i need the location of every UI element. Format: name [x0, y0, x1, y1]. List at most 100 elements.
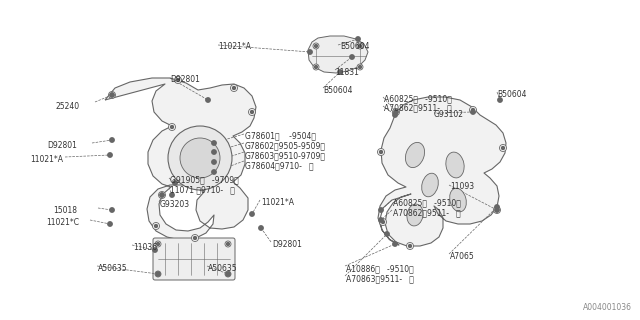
Circle shape — [177, 78, 179, 82]
Text: D92801: D92801 — [272, 240, 302, 249]
Circle shape — [212, 160, 216, 164]
Text: A60825〈   -9510〉: A60825〈 -9510〉 — [393, 198, 461, 207]
Circle shape — [338, 70, 342, 74]
Circle shape — [170, 193, 174, 197]
Circle shape — [380, 150, 383, 154]
Circle shape — [393, 113, 397, 117]
Text: 11036: 11036 — [133, 243, 157, 252]
Circle shape — [232, 86, 236, 90]
Text: B50604: B50604 — [497, 90, 527, 99]
Circle shape — [408, 244, 412, 247]
Circle shape — [379, 208, 383, 212]
Text: 11831: 11831 — [335, 68, 359, 77]
Circle shape — [225, 241, 231, 247]
Text: G78602〈9505-9509〉: G78602〈9505-9509〉 — [245, 141, 326, 150]
Circle shape — [393, 242, 397, 246]
Circle shape — [358, 44, 362, 47]
Circle shape — [111, 93, 113, 97]
Circle shape — [157, 273, 159, 276]
Circle shape — [350, 55, 354, 59]
Text: G91905〈   -9709〉: G91905〈 -9709〉 — [170, 175, 239, 184]
Circle shape — [156, 272, 160, 276]
Circle shape — [227, 273, 230, 276]
Text: A7065: A7065 — [450, 252, 475, 261]
Circle shape — [155, 271, 161, 277]
Circle shape — [110, 93, 114, 97]
Circle shape — [212, 141, 216, 145]
PathPatch shape — [378, 97, 506, 246]
Circle shape — [152, 222, 159, 229]
Circle shape — [226, 272, 230, 276]
Text: G78604〈9710-   〉: G78604〈9710- 〉 — [245, 161, 314, 170]
Circle shape — [248, 108, 255, 116]
Circle shape — [259, 226, 263, 230]
Text: B50604: B50604 — [323, 86, 353, 95]
Text: A004001036: A004001036 — [583, 303, 632, 312]
Circle shape — [193, 236, 196, 239]
Text: A70862〈9511-   〉: A70862〈9511- 〉 — [384, 103, 452, 112]
Circle shape — [230, 84, 237, 92]
Circle shape — [498, 98, 502, 102]
Circle shape — [175, 76, 182, 84]
Circle shape — [157, 243, 159, 245]
Circle shape — [394, 110, 398, 114]
Text: A50635: A50635 — [208, 264, 237, 273]
Circle shape — [180, 138, 220, 178]
Circle shape — [250, 212, 254, 216]
Circle shape — [502, 147, 504, 149]
Circle shape — [212, 150, 216, 154]
Circle shape — [108, 222, 112, 226]
Circle shape — [470, 107, 477, 114]
Circle shape — [493, 206, 500, 213]
Circle shape — [159, 191, 166, 198]
Circle shape — [357, 64, 363, 70]
Circle shape — [206, 98, 210, 102]
PathPatch shape — [105, 78, 256, 240]
Text: 11093: 11093 — [450, 182, 474, 191]
Circle shape — [357, 43, 363, 49]
Circle shape — [385, 232, 389, 236]
Circle shape — [358, 66, 362, 68]
Circle shape — [170, 125, 173, 129]
Text: 11021*A: 11021*A — [30, 155, 63, 164]
Text: B50604: B50604 — [340, 42, 369, 51]
Text: 11021*A: 11021*A — [261, 198, 294, 207]
Circle shape — [406, 243, 413, 250]
Text: 11021*C: 11021*C — [46, 218, 79, 227]
Circle shape — [154, 225, 157, 228]
Circle shape — [314, 44, 317, 47]
FancyBboxPatch shape — [153, 238, 235, 280]
Text: G93102: G93102 — [434, 110, 464, 119]
Circle shape — [191, 235, 198, 242]
Circle shape — [392, 108, 399, 116]
Circle shape — [499, 145, 506, 151]
Circle shape — [495, 209, 499, 212]
Circle shape — [313, 43, 319, 49]
Circle shape — [313, 64, 319, 70]
Circle shape — [380, 219, 387, 226]
Circle shape — [379, 218, 383, 222]
Text: A70862〈9511-   〉: A70862〈9511- 〉 — [393, 208, 461, 217]
Circle shape — [168, 126, 232, 190]
Text: A10886〈   -9510〉: A10886〈 -9510〉 — [346, 264, 413, 273]
Text: G78601〈    -9504〉: G78601〈 -9504〉 — [245, 131, 316, 140]
Ellipse shape — [450, 188, 467, 212]
Ellipse shape — [407, 204, 423, 226]
Ellipse shape — [406, 142, 424, 168]
Circle shape — [472, 108, 474, 111]
Text: D92801: D92801 — [47, 141, 77, 150]
Text: G93203: G93203 — [160, 200, 190, 209]
Text: 15018: 15018 — [53, 206, 77, 215]
Circle shape — [378, 148, 385, 156]
Circle shape — [381, 220, 385, 223]
Circle shape — [250, 110, 253, 114]
Text: 11021*A: 11021*A — [218, 42, 251, 51]
Circle shape — [168, 124, 175, 131]
Text: G78603〈9510-9709〉: G78603〈9510-9709〉 — [245, 151, 326, 160]
Circle shape — [110, 138, 114, 142]
Circle shape — [160, 193, 164, 197]
Circle shape — [109, 92, 115, 99]
Circle shape — [495, 205, 499, 209]
Circle shape — [495, 208, 499, 212]
Circle shape — [173, 181, 177, 185]
